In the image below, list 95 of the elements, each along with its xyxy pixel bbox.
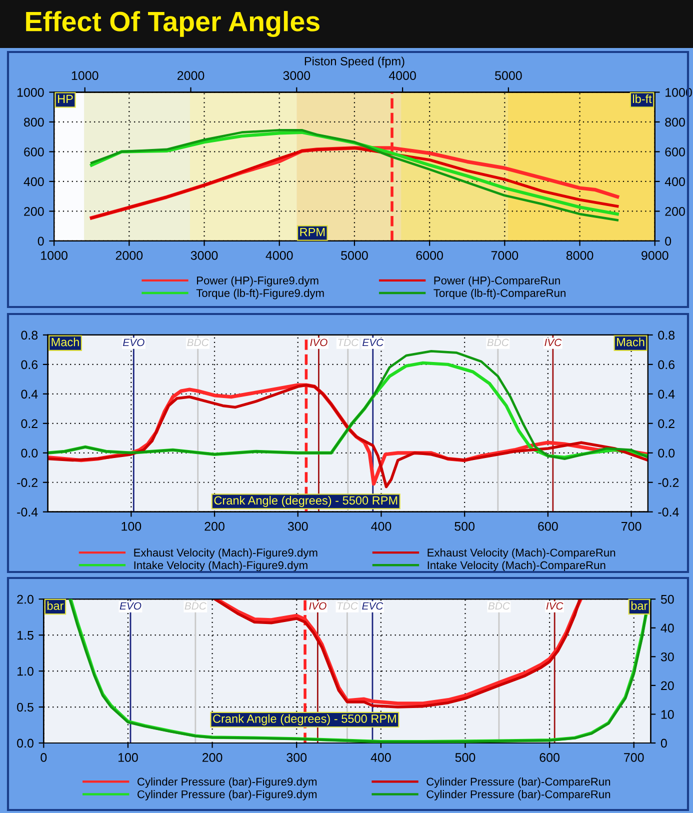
y2-tick-label: 0.0 (658, 448, 675, 458)
y-tick-label: 0.0 (21, 448, 38, 458)
legend-label: Exhaust Velocity (Mach)-CompareRun (428, 548, 616, 559)
y2-tick-label: 40 (660, 624, 674, 633)
legend-label: Cylinder Pressure (bar)-Figure9.dym (138, 790, 317, 800)
x-tick-label: 500 (455, 753, 476, 762)
y-axis-title: HP (58, 94, 73, 103)
legend-label: Torque (lb-ft)-Figure9.dym (196, 288, 324, 300)
x-tick-label: 8000 (566, 251, 594, 260)
x-axis-title: RPM (300, 228, 325, 236)
legend-label: Cylinder Pressure (bar)-CompareRun (426, 790, 610, 800)
x-tick-label: 500 (454, 522, 475, 531)
x-tick-label: 700 (622, 522, 642, 531)
x-tick-label: 200 (202, 753, 222, 762)
y2-tick-label: 0 (660, 738, 667, 748)
y-tick-label: 0.0 (17, 738, 34, 748)
x-axis-title: Crank Angle (degrees) - 5500 RPM (214, 496, 398, 507)
y2-tick-label: 50 (660, 594, 674, 604)
x-tick-label: 700 (624, 753, 644, 762)
y-tick-label: 0 (38, 236, 44, 246)
y-tick-label: 2.0 (17, 594, 34, 604)
legend-label: Exhaust Velocity (Mach)-Figure9.dym (134, 548, 318, 559)
y2-axis-title: bar (631, 601, 648, 610)
y-tick-label: -0.2 (17, 478, 38, 488)
y-tick-label: 0.6 (21, 360, 38, 370)
y2-tick-label: 30 (660, 652, 674, 662)
x-tick-label: 300 (286, 753, 307, 762)
x2-tick-label: 4000 (388, 71, 416, 80)
x2-tick-label: 5000 (495, 71, 522, 80)
y2-tick-label: -0.2 (658, 478, 679, 488)
y2-tick-label: 0.4 (658, 390, 675, 399)
y2-tick-label: 0.2 (658, 419, 674, 428)
y-tick-label: 0.5 (17, 702, 34, 712)
x-tick-label: 7000 (491, 251, 518, 260)
y2-tick-label: 0 (665, 236, 672, 246)
ref-line-label: EVC (362, 602, 384, 610)
ref-line-label: IVO (309, 602, 326, 610)
y2-axis-title: Mach (617, 338, 644, 346)
legend-label: Torque (lb-ft)-CompareRun (434, 288, 566, 300)
y-tick-label: 200 (24, 207, 44, 216)
y2-tick-label: 400 (664, 177, 685, 186)
x2-tick-label: 3000 (283, 71, 310, 80)
legend-label: Intake Velocity (Mach)-Figure9.dym (134, 560, 308, 572)
x-tick-label: 9000 (642, 251, 668, 260)
y-tick-label: 600 (24, 148, 44, 156)
x-axis-title: Crank Angle (degrees) - 5500 RPM (213, 714, 396, 726)
x-tick-label: 300 (288, 522, 308, 531)
y-tick-label: -0.4 (17, 508, 38, 517)
x-tick-label: 5000 (341, 251, 368, 260)
x-tick-label: 600 (538, 522, 558, 531)
y-tick-label: 0.4 (21, 390, 38, 399)
y-tick-label: 400 (24, 177, 44, 186)
legend-label: Power (HP)-Figure9.dym (197, 276, 318, 287)
y-tick-label: 1.5 (18, 631, 34, 640)
legend-label: Cylinder Pressure (bar)-Figure9.dym (138, 777, 317, 788)
x-tick-label: 2000 (116, 251, 143, 260)
x-tick-label: 6000 (416, 251, 443, 260)
y-tick-label: 0.8 (21, 330, 38, 340)
y2-tick-label: 20 (661, 681, 674, 690)
x-tick-label: 100 (122, 522, 142, 531)
y-tick-label: 800 (24, 118, 44, 127)
y-tick-label: 1.0 (18, 666, 34, 676)
ref-line-label: EVO (120, 602, 142, 610)
y-tick-label: 1000 (17, 88, 44, 97)
ref-line-label: IVC (544, 338, 562, 346)
legend-label: Intake Velocity (Mach)-CompareRun (428, 560, 606, 572)
x-tick-label: 600 (540, 753, 560, 762)
x2-axis-title: Piston Speed (fpm) (304, 56, 404, 68)
chart-title: Effect Of Taper Angles (26, 10, 320, 38)
y2-tick-label: 800 (665, 118, 685, 127)
y2-tick-label: 600 (665, 148, 685, 156)
ref-line-label: IVO (310, 338, 328, 346)
x-tick-label: 4000 (266, 251, 293, 260)
ref-line-label: EVO (122, 338, 144, 346)
y2-tick-label: 10 (661, 710, 674, 719)
y2-tick-label: -0.4 (658, 508, 679, 517)
x2-tick-label: 1000 (72, 71, 98, 80)
x-tick-label: 400 (370, 753, 391, 762)
y-axis-title: Mach (52, 338, 79, 346)
x-tick-label: 100 (118, 753, 138, 762)
x-tick-label: 200 (204, 522, 224, 531)
x2-tick-label: 2000 (177, 71, 204, 80)
y-tick-label: 0.2 (21, 419, 38, 428)
legend-label: Cylinder Pressure (bar)-CompareRun (426, 777, 610, 788)
y2-axis-title: lb-ft (632, 94, 652, 104)
y2-tick-label: 0.8 (658, 330, 675, 340)
y-axis-title: bar (47, 601, 64, 610)
ref-line-label: IVC (546, 602, 564, 610)
y2-tick-label: 200 (665, 207, 685, 216)
y2-tick-label: 0.6 (658, 360, 675, 370)
ref-line-label: EVC (362, 338, 384, 346)
legend-label: Power (HP)-CompareRun (434, 276, 560, 287)
x-tick-label: 1000 (41, 251, 68, 260)
x-tick-label: 400 (371, 522, 392, 531)
x-tick-label: 3000 (190, 251, 218, 260)
